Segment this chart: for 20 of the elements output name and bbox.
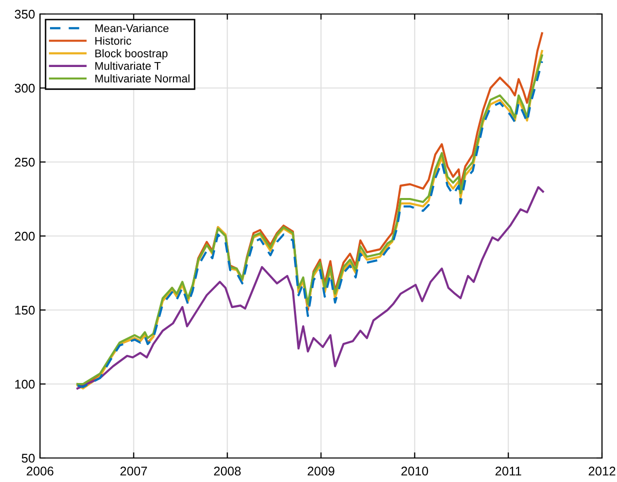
x-tick-label: 2012: [588, 466, 616, 476]
y-tick-label: 50: [22, 454, 35, 463]
y-tick-label: 100: [15, 380, 35, 389]
legend-label: Multivariate T: [95, 62, 161, 70]
x-tick-label: 2006: [26, 466, 54, 476]
y-tick-label: 200: [14, 232, 35, 241]
x-tick-label: 2008: [214, 466, 241, 476]
y-tick-label: 250: [14, 158, 35, 167]
x-tick-label: 2007: [120, 466, 147, 476]
legend-label: Mean-Variance: [95, 24, 168, 32]
legend-label: Historic: [95, 36, 132, 45]
y-tick-label: 150: [15, 306, 35, 315]
line-series: [76, 186, 544, 390]
y-tick-label: 300: [14, 84, 35, 93]
x-tick-label: 2009: [308, 466, 334, 476]
legend-label: Multivariate Normal: [95, 74, 190, 82]
legend-label: Block boostrap: [95, 49, 168, 60]
x-tick-label: 2010: [401, 466, 428, 476]
y-tick-label: 350: [14, 10, 35, 19]
x-tick-label: 2011: [496, 466, 522, 476]
